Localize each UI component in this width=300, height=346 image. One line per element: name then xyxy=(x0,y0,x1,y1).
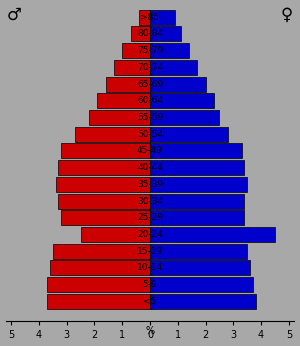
Bar xyxy=(150,60,197,75)
Text: 70-74: 70-74 xyxy=(137,63,163,72)
Bar xyxy=(58,160,150,175)
Bar xyxy=(47,277,150,292)
Bar xyxy=(150,144,242,158)
Bar xyxy=(97,93,150,108)
Bar xyxy=(114,60,150,75)
Text: 5-9: 5-9 xyxy=(142,280,158,289)
Bar xyxy=(150,160,244,175)
Bar xyxy=(150,177,247,192)
Bar xyxy=(150,76,206,92)
Bar xyxy=(47,294,150,309)
Bar xyxy=(53,244,150,259)
Text: 45-49: 45-49 xyxy=(137,146,163,155)
Text: 80-84: 80-84 xyxy=(137,29,163,38)
Text: 40-44: 40-44 xyxy=(137,163,163,172)
Bar xyxy=(122,43,150,58)
Bar xyxy=(150,244,247,259)
Bar xyxy=(150,210,244,225)
Bar xyxy=(61,210,150,225)
Bar xyxy=(150,93,214,108)
Bar xyxy=(150,26,181,42)
Bar xyxy=(139,10,150,25)
Bar xyxy=(56,177,150,192)
Bar xyxy=(106,76,150,92)
Bar xyxy=(150,43,189,58)
Text: 20-24: 20-24 xyxy=(137,230,163,239)
Text: 65-69: 65-69 xyxy=(137,80,163,89)
Bar xyxy=(150,227,275,242)
Text: 60-64: 60-64 xyxy=(137,96,163,105)
Text: 10-14: 10-14 xyxy=(137,263,163,272)
Text: 50-54: 50-54 xyxy=(137,130,163,139)
Bar xyxy=(50,261,150,275)
Bar xyxy=(150,127,228,142)
Text: %: % xyxy=(146,326,154,336)
Text: 35-39: 35-39 xyxy=(137,180,163,189)
Bar xyxy=(58,193,150,209)
Bar xyxy=(130,26,150,42)
Bar xyxy=(150,277,253,292)
Bar xyxy=(150,110,219,125)
Text: 25-29: 25-29 xyxy=(137,213,163,222)
Text: ♂: ♂ xyxy=(7,6,22,24)
Text: 75-79: 75-79 xyxy=(137,46,163,55)
Text: 55-59: 55-59 xyxy=(137,113,163,122)
Text: ♀: ♀ xyxy=(281,6,293,24)
Text: 30-34: 30-34 xyxy=(137,197,163,206)
Text: 15-19: 15-19 xyxy=(137,247,163,256)
Bar xyxy=(150,261,250,275)
Bar xyxy=(150,193,244,209)
Bar xyxy=(89,110,150,125)
Bar xyxy=(150,10,175,25)
Text: <5: <5 xyxy=(143,297,157,306)
Bar xyxy=(150,294,256,309)
Bar xyxy=(61,144,150,158)
Bar xyxy=(81,227,150,242)
Text: >85: >85 xyxy=(140,13,160,22)
Bar xyxy=(75,127,150,142)
